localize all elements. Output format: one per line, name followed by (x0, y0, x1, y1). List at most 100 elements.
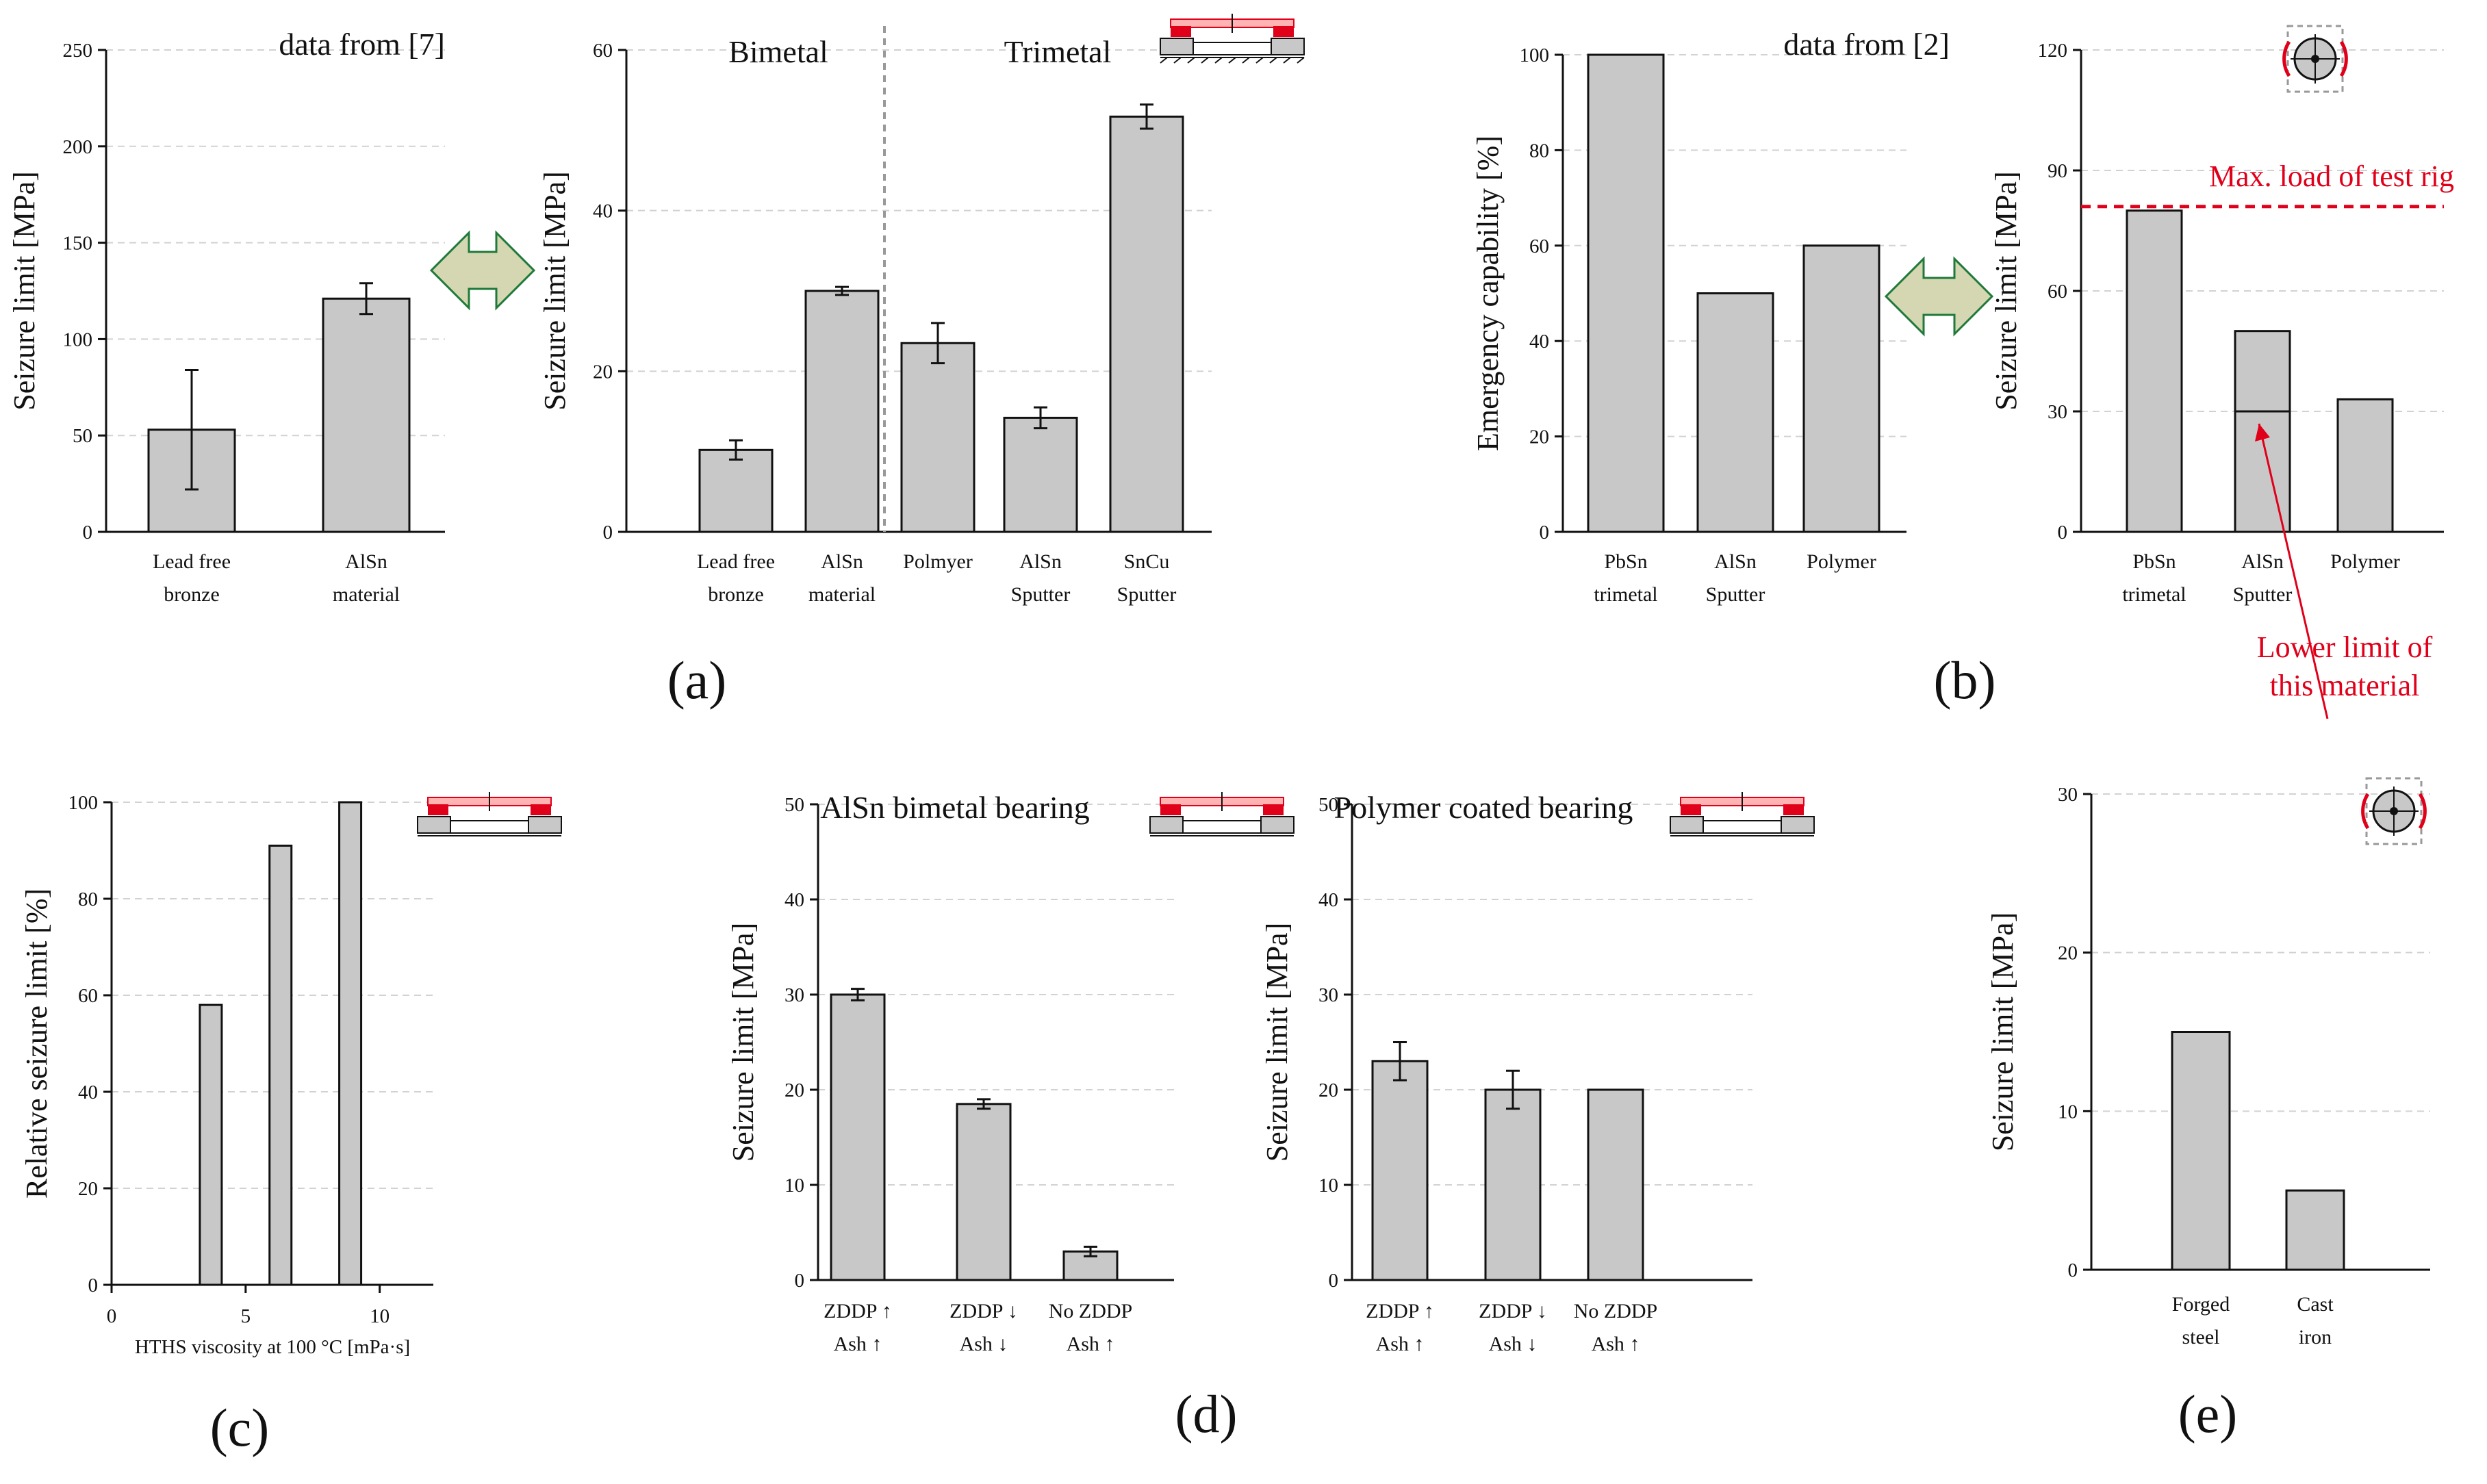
y-tick-label: 30 (785, 984, 804, 1006)
x-category-label: Polymer (2330, 550, 2400, 573)
chart-e-7: 0 10 20 30 Seizure limit [MPa] Forged steel Cas… (1986, 784, 2430, 1348)
bar (804, 290, 880, 533)
y-tick-label: 60 (593, 40, 613, 62)
x-category-label: AlSn material (808, 550, 876, 606)
panel-label-b: (b) (1934, 650, 1996, 710)
y-tick-label: 20 (78, 1178, 98, 1200)
y-tick-label: 90 (2048, 160, 2067, 182)
x-category-label: ZDDP ↓ Ash ↓ (949, 1300, 1018, 1355)
x-category-label: Cast iron (2297, 1293, 2334, 1348)
x-category-label: ZDDP ↑ Ash ↑ (1366, 1300, 1434, 1355)
x-category-label: No ZDDP Ash ↑ (1574, 1300, 1658, 1355)
y-tick-label: 20 (2058, 943, 2078, 964)
y-tick-label: 0 (83, 522, 93, 543)
bar (1587, 53, 1665, 533)
chart-a-1: 0 20 40 60 Seizure limit [MPa] Lead free bronz… (538, 26, 1212, 606)
panel-label-c: (c) (210, 1398, 270, 1457)
bearing-cross-section-icon (417, 792, 562, 836)
y-tick-label: 10 (2058, 1101, 2078, 1123)
group-label: Trimetal (1004, 34, 1112, 69)
y-tick-label: 250 (63, 40, 93, 62)
bar (956, 1103, 1012, 1281)
y-tick-label: 20 (593, 361, 613, 383)
panel-label-e: (e) (2178, 1384, 2238, 1444)
y-tick-label: 20 (785, 1079, 804, 1101)
bar (1696, 292, 1774, 533)
y-tick-label: 40 (78, 1082, 98, 1103)
bar (1484, 1088, 1542, 1281)
y-tick-label: 0 (603, 522, 613, 543)
x-category-label: Lead free bronze (697, 550, 775, 606)
y-tick-label: 0 (2058, 522, 2068, 543)
x-category-label: Polymer (1807, 550, 1876, 573)
bar (268, 844, 293, 1286)
y-tick-label: 100 (63, 329, 93, 350)
panel-label-a: (a) (667, 650, 727, 710)
y-tick-label: 60 (78, 985, 98, 1007)
x-category-label: Forged steel (2172, 1293, 2230, 1348)
y-tick-label: 50 (1318, 794, 1338, 816)
bar (1802, 244, 1880, 533)
chart-c-4: 0 20 40 60 80 100 Relative seizure limit [%] 0 5… (20, 792, 433, 1358)
y-axis-title: Seizure limit [MPa] (726, 923, 760, 1162)
double-arrow-icon-b (1884, 256, 1994, 337)
chart-d-6: 0 10 20 30 40 50 Seizure limit [MPa] ZDDP ↑ Ash … (1260, 790, 1752, 1355)
y-tick-label: 50 (73, 425, 92, 447)
y-tick-label: 0 (1540, 522, 1550, 543)
bar (2126, 209, 2183, 533)
bearing-cross-section-icon (1670, 792, 1815, 836)
bar (1371, 1060, 1429, 1281)
y-tick-label: 30 (1318, 984, 1338, 1006)
y-axis-title: Relative seizure limit [%] (20, 888, 53, 1199)
y-tick-label: 80 (78, 888, 98, 910)
chart-a-0: 0 50 100 150 200 250 Seizure limit [MPa] Lead f… (8, 27, 445, 606)
y-tick-label: 100 (1520, 44, 1550, 66)
y-tick-label: 0 (88, 1275, 99, 1296)
y-tick-label: 0 (1329, 1270, 1339, 1292)
panel-label-d: (d) (1175, 1384, 1238, 1444)
y-axis-title: Seizure limit [MPa] (8, 171, 41, 411)
y-axis-title: Emergency capability [%] (1471, 136, 1505, 451)
x-category-label: ZDDP ↓ Ash ↓ (1479, 1300, 1547, 1355)
y-tick-label: 100 (68, 792, 99, 814)
x-category-label: ZDDP ↑ Ash ↑ (824, 1300, 892, 1355)
y-tick-label: 20 (1318, 1079, 1338, 1101)
y-tick-label: 30 (2058, 784, 2078, 806)
y-tick-label: 20 (1529, 426, 1549, 448)
x-category-label: PbSn trimetal (1594, 550, 1657, 606)
bearing-rig-icon (2282, 25, 2348, 93)
y-tick-label: 120 (2038, 40, 2068, 62)
y-tick-label: 40 (593, 201, 613, 222)
y-tick-label: 50 (785, 794, 804, 816)
y-tick-label: 30 (2048, 401, 2067, 423)
annotation-arrow-head (2255, 424, 2270, 442)
chart-d-5: 0 10 20 30 40 50 Seizure limit [MPa] ZDDP ↑ Ash … (726, 790, 1174, 1355)
group-label: Bimetal (728, 34, 828, 69)
y-axis-title: Seizure limit [MPa] (1986, 912, 2019, 1152)
bearing-cross-section-icon (1149, 792, 1294, 836)
x-axis-title: HTHS viscosity at 100 °C [mPa·s] (135, 1336, 410, 1358)
bar (2336, 398, 2394, 533)
x-tick-label: 5 (241, 1305, 251, 1327)
x-category-label: Polmyer (903, 550, 973, 573)
y-tick-label: 0 (2068, 1259, 2078, 1281)
bearing-rig-icon (2361, 777, 2427, 845)
y-tick-label: 10 (785, 1175, 804, 1197)
bar (900, 342, 975, 533)
annotation-label: Lower limit of this material (2257, 630, 2433, 702)
bar (698, 448, 774, 533)
double-arrow-icon-a (429, 230, 536, 311)
y-tick-label: 40 (1318, 889, 1338, 911)
x-category-label: AlSn Sputter (1706, 550, 1765, 606)
reference-line-label: Max. load of test rig (2209, 159, 2454, 193)
bar (830, 993, 886, 1281)
bar (199, 1003, 223, 1286)
chart-b-2: 0 20 40 60 80 100 Emergency capability [%] PbSn… (1471, 27, 1950, 606)
y-tick-label: 40 (1529, 331, 1549, 353)
x-tick-label: 0 (107, 1305, 117, 1327)
x-category-label: Lead free bronze (153, 550, 231, 606)
y-tick-label: 150 (63, 233, 93, 255)
chart-title: AlSn bimetal bearing (820, 790, 1089, 825)
